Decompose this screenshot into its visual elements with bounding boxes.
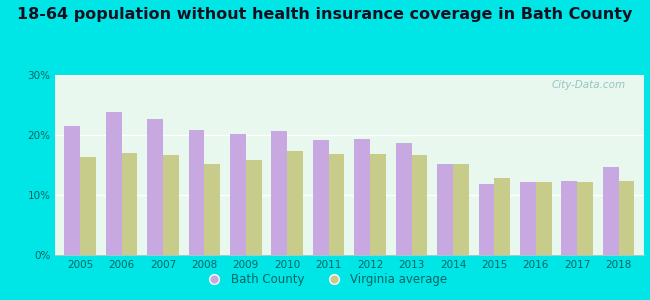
Text: 18-64 population without health insurance coverage in Bath County: 18-64 population without health insuranc…: [18, 8, 632, 22]
Bar: [603, 167, 619, 255]
Bar: [80, 157, 96, 255]
Bar: [354, 139, 370, 255]
Bar: [478, 184, 495, 255]
Bar: [106, 112, 122, 255]
Bar: [370, 154, 386, 255]
Bar: [495, 178, 510, 255]
Bar: [329, 154, 344, 255]
Bar: [536, 182, 552, 255]
Bar: [246, 160, 261, 255]
Bar: [396, 143, 411, 255]
Bar: [453, 164, 469, 255]
Bar: [122, 153, 137, 255]
Bar: [577, 182, 593, 255]
Bar: [562, 181, 577, 255]
Bar: [520, 182, 536, 255]
Bar: [204, 164, 220, 255]
Bar: [313, 140, 329, 255]
Legend: Bath County, Virginia average: Bath County, Virginia average: [198, 269, 452, 291]
Bar: [411, 155, 427, 255]
Bar: [619, 181, 634, 255]
Bar: [147, 119, 163, 255]
Bar: [188, 130, 204, 255]
Bar: [163, 155, 179, 255]
Bar: [230, 134, 246, 255]
Bar: [437, 164, 453, 255]
Bar: [272, 131, 287, 255]
Bar: [287, 151, 303, 255]
Text: City-Data.com: City-Data.com: [552, 80, 626, 90]
Bar: [64, 126, 80, 255]
